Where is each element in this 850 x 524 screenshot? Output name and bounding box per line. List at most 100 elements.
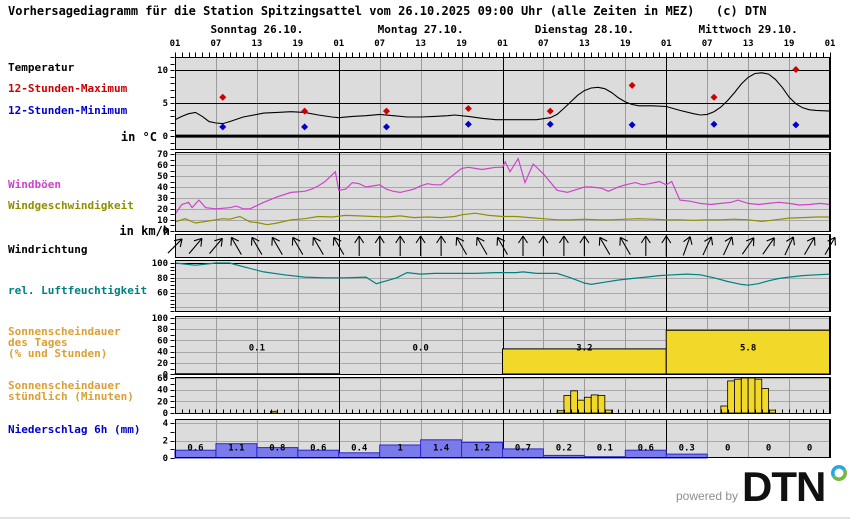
y-tick-label: 60 xyxy=(157,289,168,299)
wind-arrow-icon xyxy=(558,235,569,256)
powered-by-label: powered by xyxy=(676,489,739,503)
temperature-unit-label: in °C xyxy=(120,130,157,144)
sunshine-daily-value: 3.2 xyxy=(576,344,592,354)
sunshine-hourly-bar xyxy=(734,378,742,414)
hour-label: 13 xyxy=(579,39,590,49)
hour-label: 19 xyxy=(784,39,795,49)
wind-arrow-icon xyxy=(640,235,651,256)
y-tick-label: 100 xyxy=(152,259,168,269)
y-tick-label: 60 xyxy=(157,336,168,346)
y-tick-label: 40 xyxy=(157,183,168,193)
temperature-series xyxy=(174,66,831,131)
y-tick-label: 10 xyxy=(157,216,168,226)
wind-arrow-icon xyxy=(722,236,734,256)
wind-arrow-icon xyxy=(395,235,406,256)
dtn-ring-green xyxy=(832,469,847,481)
precipitation-value: 1 xyxy=(397,444,402,454)
hour-label: 13 xyxy=(743,39,754,49)
dtn-ring-blue xyxy=(831,465,846,477)
y-tick-label: 4 xyxy=(163,419,169,429)
precipitation-value: 1.4 xyxy=(433,444,450,454)
min-diamond xyxy=(628,121,636,129)
hour-label: 01 xyxy=(661,39,672,49)
sunshine-daily-value: 5.8 xyxy=(740,344,756,354)
y-tick-label: 0 xyxy=(163,454,168,464)
hour-label: 07 xyxy=(538,39,549,49)
hour-label: 07 xyxy=(211,39,222,49)
max-diamond xyxy=(219,93,227,101)
dtn-ring-icon xyxy=(831,465,847,481)
wind-arrow-icon xyxy=(682,236,693,256)
sun-hourly-label-2: stündlich (Minuten) xyxy=(8,390,134,403)
wind-arrow-icon xyxy=(455,236,468,255)
y-tick-label: 100 xyxy=(152,314,168,324)
wind-arrow-icon xyxy=(784,236,795,256)
sunshine-hourly-bar xyxy=(747,377,756,414)
hour-label: 01 xyxy=(825,39,836,49)
wind-arrow-icon xyxy=(661,235,672,256)
precipitation-value: 0.6 xyxy=(310,444,326,454)
precipitation-value: 0.8 xyxy=(269,444,285,454)
panel-borders xyxy=(175,57,830,458)
humidity-label: rel. Luftfeuchtigkeit xyxy=(8,284,148,297)
wind-direction-label: Windrichtung xyxy=(8,243,88,256)
wind-series xyxy=(174,157,831,226)
y-tick-label: 0 xyxy=(163,227,168,237)
temperature-line xyxy=(174,72,831,125)
temperature-label: Temperatur xyxy=(8,61,75,74)
hour-label: 19 xyxy=(620,39,631,49)
wind-arrow-icon xyxy=(579,235,590,256)
max-diamond xyxy=(383,107,391,115)
wind-arrow-icon xyxy=(741,237,755,255)
min-diamond xyxy=(383,123,391,131)
sunshine-hourly-bars xyxy=(270,377,776,414)
y-tick-label: 60 xyxy=(157,374,168,384)
time-axis: Sonntag 26.10. Montag 27.10. Dienstag 28.1… xyxy=(170,23,836,49)
wind-arrow-icon xyxy=(436,235,447,256)
y-tick-label: 40 xyxy=(157,386,168,396)
hour-label: 07 xyxy=(374,39,385,49)
day-label: Dienstag 28.10. xyxy=(535,23,634,36)
precipitation-value: 0 xyxy=(725,444,730,454)
precipitation-value: 0.7 xyxy=(515,444,531,454)
wind-arrow-icon xyxy=(518,235,528,256)
wind-arrow-icon xyxy=(230,236,242,255)
y-tick-label: 70 xyxy=(157,150,168,160)
wind-arrow-icon xyxy=(538,235,549,256)
max-diamond xyxy=(710,93,718,101)
max-diamond xyxy=(464,104,472,112)
sunshine-hourly-bar xyxy=(754,378,763,414)
hour-label: 01 xyxy=(170,39,181,49)
wind-arrow-icon xyxy=(702,236,714,256)
max-diamond xyxy=(628,81,636,89)
min-diamond xyxy=(792,121,800,129)
hour-label: 19 xyxy=(456,39,467,49)
wind-arrow-icon xyxy=(312,236,324,255)
min-diamond xyxy=(464,120,472,128)
day-label: Sonntag 26.10. xyxy=(211,23,304,36)
y-tick-label: 20 xyxy=(157,205,168,215)
min-diamond xyxy=(301,123,309,131)
sunshine-hourly-bar xyxy=(590,394,599,414)
min-diamond xyxy=(219,123,227,131)
day-label: Montag 27.10. xyxy=(378,23,464,36)
min-diamond xyxy=(710,120,718,128)
precipitation-value: 0.4 xyxy=(351,444,368,454)
y-tick-label: 10 xyxy=(157,66,168,76)
day-label: Mittwoch 29.10. xyxy=(698,23,797,36)
y-tick-label: 80 xyxy=(157,325,168,335)
legend-12h-max: 12-Stunden-Maximum xyxy=(8,82,128,95)
hour-label: 07 xyxy=(702,39,713,49)
y-tick-label: 0 xyxy=(163,409,168,419)
wind-gust-line xyxy=(174,157,831,215)
wind-speed-label: Windgeschwindigkeit xyxy=(8,199,134,212)
h-blacklines xyxy=(175,70,830,264)
sunshine-hourly-bar xyxy=(740,377,749,414)
wind-arrow-icon xyxy=(250,236,263,255)
humidity-series xyxy=(174,262,831,286)
sunshine-daily-bars: 0.1 0.0 3.2 5.8 xyxy=(174,329,831,375)
y-tick-label: 30 xyxy=(157,194,168,204)
wind-arrow-icon xyxy=(762,237,775,255)
sunshine-daily-value: 0.0 xyxy=(412,344,428,354)
